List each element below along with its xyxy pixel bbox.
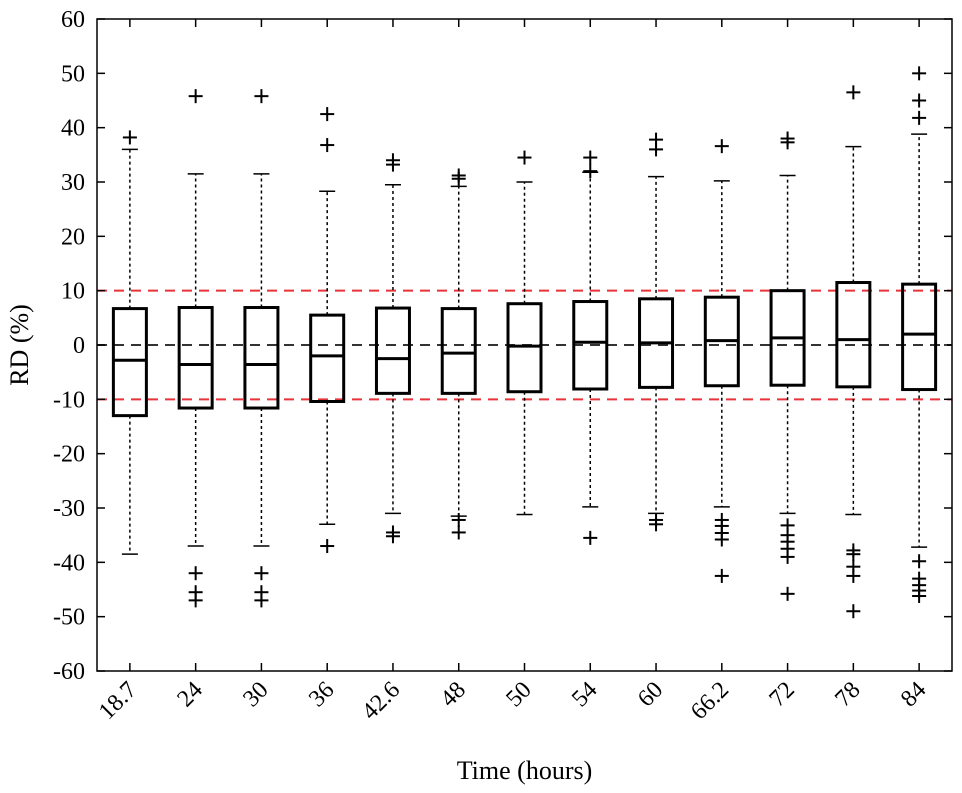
x-tick-label: 72 bbox=[764, 677, 799, 712]
outlier-point bbox=[188, 566, 203, 581]
y-tick-label: 40 bbox=[61, 116, 85, 142]
box-group bbox=[572, 150, 609, 545]
y-tick-label: 0 bbox=[73, 333, 85, 359]
axis-labels: RD (%) Time (hours) bbox=[5, 304, 592, 785]
outlier-point bbox=[451, 512, 466, 527]
outlier-point bbox=[320, 107, 335, 122]
outlier-point bbox=[714, 139, 729, 154]
outlier-point bbox=[846, 604, 861, 619]
box-group bbox=[901, 66, 938, 604]
outlier-point bbox=[912, 93, 927, 108]
outlier-point bbox=[912, 110, 927, 125]
outlier-point bbox=[254, 566, 269, 581]
y-tick-label: -40 bbox=[53, 550, 85, 576]
x-tick-label: 18.7 bbox=[94, 677, 142, 725]
outlier-point bbox=[517, 150, 532, 165]
outlier-point bbox=[912, 589, 927, 604]
x-tick-label: 84 bbox=[896, 677, 931, 712]
box-group bbox=[374, 153, 411, 544]
iqr-box bbox=[572, 300, 609, 391]
outlier-point bbox=[912, 554, 927, 569]
x-tick-label: 60 bbox=[633, 677, 668, 712]
outlier-point bbox=[846, 85, 861, 100]
y-tick-label: 50 bbox=[61, 61, 85, 87]
y-tick-label: -10 bbox=[53, 387, 85, 413]
y-tick-label: 30 bbox=[61, 170, 85, 196]
iqr-box bbox=[243, 306, 280, 410]
outlier-point bbox=[780, 586, 795, 601]
x-tick-label: 66.2 bbox=[686, 677, 734, 725]
y-tick-label: -60 bbox=[53, 659, 85, 685]
outlier-point bbox=[912, 66, 927, 81]
outlier-point bbox=[385, 157, 400, 172]
iqr-box bbox=[440, 307, 477, 395]
outlier-point bbox=[254, 593, 269, 608]
outlier-point bbox=[780, 549, 795, 564]
iqr-box bbox=[111, 307, 148, 418]
x-tick-label: 78 bbox=[830, 677, 865, 712]
x-tick-label: 30 bbox=[238, 677, 273, 712]
iqr-box bbox=[506, 302, 543, 394]
y-tick-label: -20 bbox=[53, 442, 85, 468]
outlier-point bbox=[320, 539, 335, 554]
outlier-point bbox=[714, 532, 729, 547]
outlier-point bbox=[188, 593, 203, 608]
outlier-point bbox=[122, 130, 137, 145]
outlier-point bbox=[583, 150, 598, 165]
outlier-point bbox=[188, 89, 203, 104]
box-group bbox=[243, 89, 280, 608]
x-tick-label: 42.6 bbox=[357, 677, 405, 725]
outlier-point bbox=[385, 529, 400, 544]
box-group bbox=[703, 139, 740, 583]
box-group bbox=[769, 131, 806, 601]
x-tick-label: 48 bbox=[436, 677, 471, 712]
outlier-point bbox=[780, 135, 795, 150]
outlier-point bbox=[714, 568, 729, 583]
outlier-point bbox=[649, 142, 664, 157]
box-group bbox=[835, 85, 872, 619]
x-tick-label: 50 bbox=[501, 677, 536, 712]
iqr-box bbox=[177, 306, 214, 410]
box-group bbox=[506, 150, 543, 516]
outlier-point bbox=[846, 568, 861, 583]
outlier-point bbox=[583, 164, 598, 179]
y-tick-label: 60 bbox=[61, 7, 85, 33]
y-tick-label: 10 bbox=[61, 279, 85, 305]
outlier-point bbox=[846, 547, 861, 562]
y-tick-label: -30 bbox=[53, 496, 85, 522]
iqr-box bbox=[901, 282, 938, 392]
x-tick-label: 24 bbox=[173, 677, 208, 712]
y-tick-label: -50 bbox=[53, 605, 85, 631]
iqr-box bbox=[309, 313, 346, 404]
x-axis-label: Time (hours) bbox=[457, 756, 593, 785]
iqr-box bbox=[835, 281, 872, 389]
iqr-box bbox=[374, 306, 411, 395]
y-tick-label: 20 bbox=[61, 224, 85, 250]
outlier-point bbox=[451, 525, 466, 540]
outlier-point bbox=[320, 138, 335, 153]
x-tick-label: 36 bbox=[304, 677, 339, 712]
box-group bbox=[309, 107, 346, 554]
box-group bbox=[440, 168, 477, 540]
box-group bbox=[638, 132, 675, 532]
outlier-point bbox=[583, 530, 598, 545]
box-group bbox=[177, 89, 214, 608]
y-axis-label: RD (%) bbox=[5, 304, 34, 386]
outlier-point bbox=[254, 89, 269, 104]
x-tick-label: 54 bbox=[567, 677, 602, 712]
outlier-point bbox=[649, 517, 664, 532]
outlier-point bbox=[451, 171, 466, 186]
box-group bbox=[111, 130, 148, 555]
box-plots bbox=[111, 66, 938, 619]
